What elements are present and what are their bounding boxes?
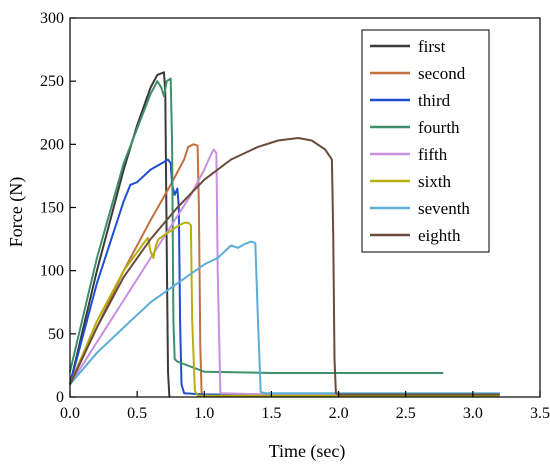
- y-axis-title: Force (N): [6, 177, 27, 247]
- y-tick-label: 150: [40, 200, 64, 217]
- y-tick-label: 50: [48, 326, 64, 343]
- legend-label-fifth: fifth: [418, 145, 448, 164]
- legend-label-first: first: [418, 37, 446, 56]
- x-tick-label: 3.0: [463, 405, 483, 422]
- legend-label-sixth: sixth: [418, 172, 452, 191]
- series-line-first: [69, 71, 171, 398]
- y-tick-label: 200: [40, 136, 64, 153]
- y-tick-label: 300: [40, 10, 64, 27]
- x-tick-label: 1.5: [261, 405, 281, 422]
- legend: first second third fourth fifth sixth seventh e…: [361, 29, 490, 253]
- legend-label-third: third: [418, 91, 451, 110]
- legend-box: [361, 29, 490, 253]
- x-tick-label: 3.5: [530, 405, 550, 422]
- legend-label-second: second: [418, 64, 466, 83]
- legend-label-seventh: seventh: [418, 199, 470, 218]
- x-tick-label: 1.0: [194, 405, 214, 422]
- axes-layer: 0.0 0.5 1.0 1.5 2.0 2.5 3.0 3.5 0 50 100 150 200 250 3…: [40, 10, 550, 422]
- x-axis-title: Time (sec): [269, 441, 346, 462]
- series-line-sixth: [69, 221, 500, 397]
- legend-label-eighth: eighth: [418, 226, 461, 245]
- series-layer: [69, 71, 500, 398]
- y-tick-label: 0: [56, 389, 64, 406]
- x-tick-label: 2.5: [396, 405, 416, 422]
- x-tick-label: 2.0: [329, 405, 349, 422]
- series-line-seventh: [69, 240, 500, 395]
- legend-label-fourth: fourth: [418, 118, 460, 137]
- series-line-fourth: [69, 77, 444, 374]
- x-tick-label: 0.5: [127, 405, 147, 422]
- y-tick-label: 100: [40, 263, 64, 280]
- x-tick-label: 0.0: [60, 405, 80, 422]
- y-tick-label: 250: [40, 73, 64, 90]
